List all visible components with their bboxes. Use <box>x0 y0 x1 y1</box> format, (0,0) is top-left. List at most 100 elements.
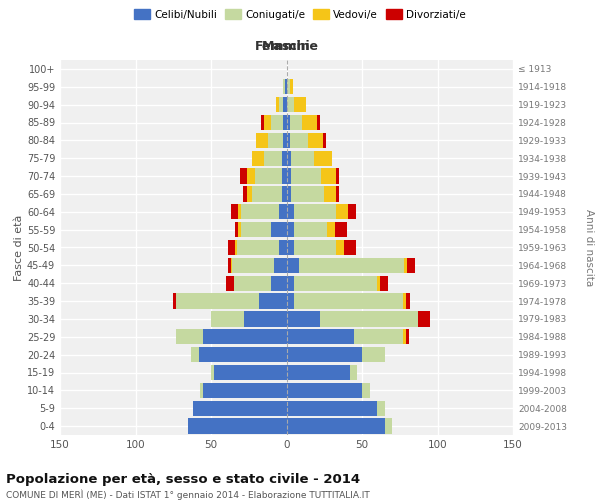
Bar <box>327 222 335 237</box>
Bar <box>230 204 238 220</box>
Bar <box>291 168 321 184</box>
Bar <box>287 294 294 308</box>
Bar <box>227 240 235 255</box>
Bar <box>287 418 385 434</box>
Bar <box>226 276 233 291</box>
Bar <box>279 97 283 112</box>
Bar <box>403 294 406 308</box>
Bar <box>239 168 247 184</box>
Bar <box>264 150 282 166</box>
Bar <box>287 150 291 166</box>
Bar <box>294 276 377 291</box>
Bar <box>256 133 268 148</box>
Bar <box>203 329 287 344</box>
Bar <box>176 294 259 308</box>
Bar <box>362 383 370 398</box>
Bar <box>291 186 324 202</box>
Bar <box>279 240 287 255</box>
Bar <box>264 115 271 130</box>
Bar <box>314 150 332 166</box>
Bar <box>252 186 282 202</box>
Bar <box>299 258 404 273</box>
Bar <box>287 222 294 237</box>
Bar <box>287 79 290 94</box>
Bar <box>230 258 232 273</box>
Bar <box>244 312 287 326</box>
Bar <box>232 258 274 273</box>
Bar <box>285 79 287 94</box>
Bar <box>407 258 415 273</box>
Bar <box>337 240 344 255</box>
Bar <box>294 222 327 237</box>
Bar <box>287 240 294 255</box>
Bar <box>235 222 238 237</box>
Bar <box>323 133 326 148</box>
Bar <box>238 222 241 237</box>
Bar <box>377 276 380 291</box>
Bar <box>193 400 287 416</box>
Bar <box>337 168 340 184</box>
Bar <box>247 186 252 202</box>
Bar <box>283 97 287 112</box>
Legend: Celibi/Nubili, Coniugati/e, Vedovi/e, Divorziati/e: Celibi/Nubili, Coniugati/e, Vedovi/e, Di… <box>130 5 470 24</box>
Bar <box>271 276 287 291</box>
Bar <box>211 365 214 380</box>
Bar <box>287 365 350 380</box>
Bar <box>317 115 320 130</box>
Bar <box>247 168 255 184</box>
Bar <box>282 150 287 166</box>
Bar <box>236 240 279 255</box>
Bar <box>271 222 287 237</box>
Bar <box>349 204 356 220</box>
Bar <box>337 186 340 202</box>
Bar <box>294 240 337 255</box>
Bar <box>362 347 385 362</box>
Bar <box>203 383 287 398</box>
Bar <box>287 115 290 130</box>
Bar <box>406 294 410 308</box>
Bar <box>287 329 355 344</box>
Bar <box>214 365 287 380</box>
Bar <box>252 150 264 166</box>
Bar <box>243 186 247 202</box>
Bar <box>406 329 409 344</box>
Bar <box>241 204 279 220</box>
Bar <box>287 312 320 326</box>
Bar <box>403 329 406 344</box>
Bar <box>283 79 285 94</box>
Bar <box>211 312 244 326</box>
Bar <box>261 115 264 130</box>
Bar <box>287 168 291 184</box>
Bar <box>282 168 287 184</box>
Bar <box>350 365 358 380</box>
Bar <box>380 276 388 291</box>
Bar <box>282 186 287 202</box>
Bar <box>241 222 271 237</box>
Y-axis label: Anni di nascita: Anni di nascita <box>584 209 594 286</box>
Bar <box>404 258 407 273</box>
Bar <box>291 150 314 166</box>
Bar <box>294 97 306 112</box>
Bar <box>200 383 203 398</box>
Bar <box>287 400 377 416</box>
Bar <box>337 204 349 220</box>
Bar <box>188 418 287 434</box>
Y-axis label: Fasce di età: Fasce di età <box>14 214 24 280</box>
Bar <box>283 133 287 148</box>
Text: COMUNE DI MERÌ (ME) - Dati ISTAT 1° gennaio 2014 - Elaborazione TUTTITALIA.IT: COMUNE DI MERÌ (ME) - Dati ISTAT 1° genn… <box>6 489 370 500</box>
Bar <box>290 133 308 148</box>
Bar <box>191 347 199 362</box>
Bar <box>255 168 282 184</box>
Bar <box>418 312 430 326</box>
Bar <box>308 133 323 148</box>
Bar <box>259 294 287 308</box>
Text: Maschi: Maschi <box>262 40 310 52</box>
Bar <box>290 79 293 94</box>
Bar <box>324 186 337 202</box>
Bar <box>287 347 362 362</box>
Bar <box>176 329 203 344</box>
Bar <box>199 347 287 362</box>
Bar <box>287 204 294 220</box>
Text: Popolazione per età, sesso e stato civile - 2014: Popolazione per età, sesso e stato civil… <box>6 472 360 486</box>
Bar <box>302 115 317 130</box>
